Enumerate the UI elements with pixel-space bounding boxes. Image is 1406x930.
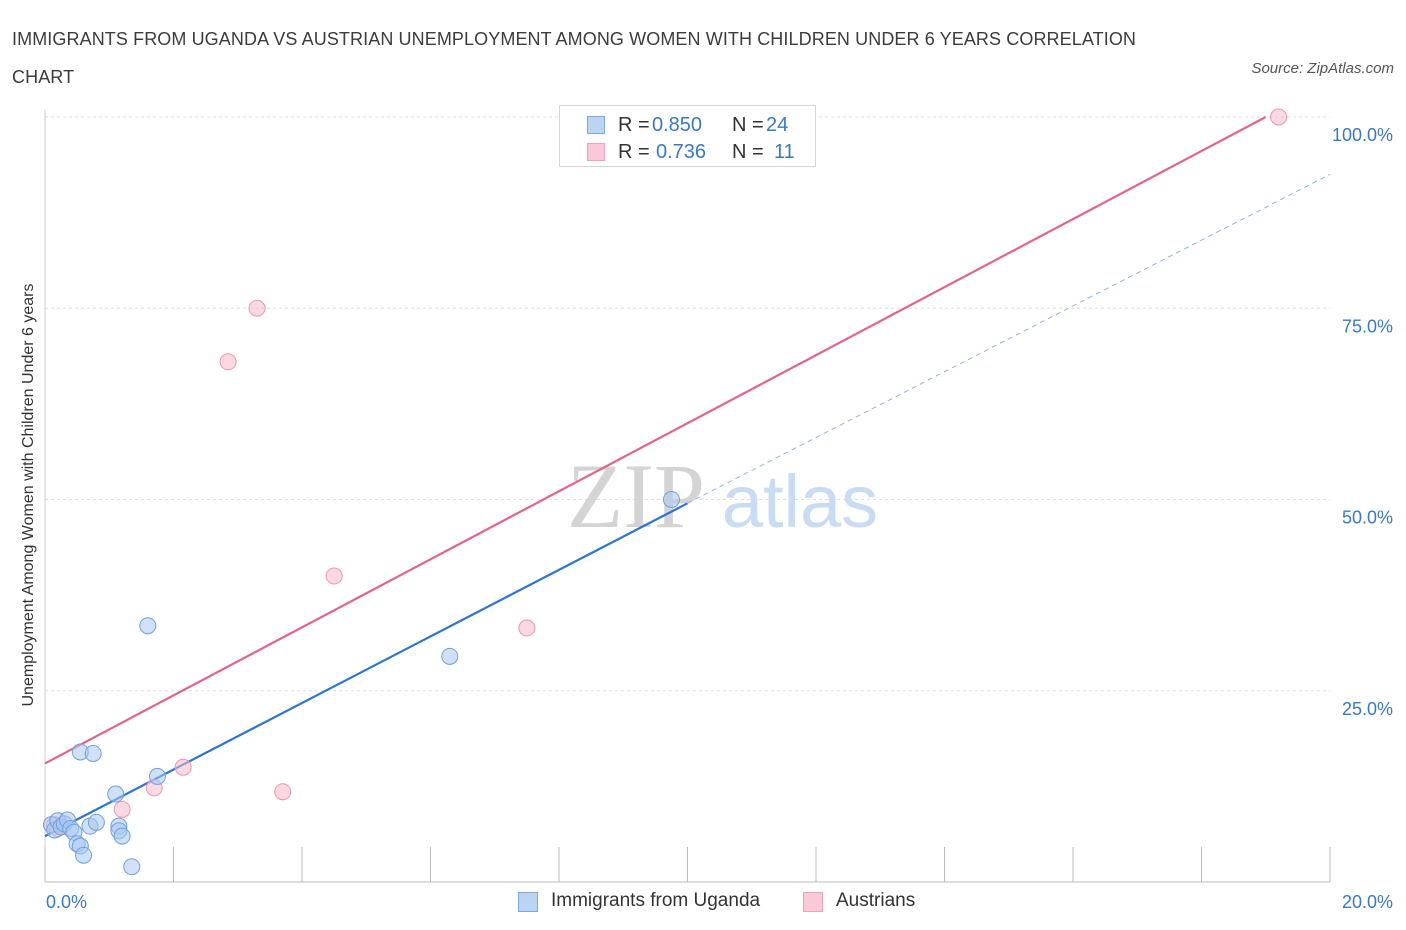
- data-point-austrians: [174, 758, 192, 776]
- trend-line-austrians: [44, 116, 1267, 765]
- legend-swatch-blue: [587, 116, 605, 134]
- data-point-uganda: [441, 647, 459, 665]
- data-points: [42, 108, 1288, 876]
- data-point-uganda: [113, 827, 131, 845]
- data-point-uganda: [148, 767, 166, 785]
- legend-r-label: R =: [618, 141, 650, 163]
- source-note: Source: ZipAtlas.com: [1251, 60, 1394, 77]
- x-tick-label: 20.0%: [1342, 892, 1393, 912]
- legend-r-value: 0.736: [656, 141, 707, 163]
- legend-n-label: N =: [732, 141, 764, 163]
- data-point-uganda: [123, 858, 141, 876]
- correlation-legend: R = 0.850 N = 24 R = 0.736 N = 11: [559, 105, 816, 167]
- watermark-zip: ZIP: [567, 445, 705, 547]
- legend-swatch-pink: [587, 143, 605, 161]
- trend-line-uganda: [44, 502, 689, 838]
- legend-n-value: 11: [774, 141, 795, 163]
- legend-n-label: N =: [732, 114, 764, 136]
- chart-title: IMMIGRANTS FROM UGANDA VS AUSTRIAN UNEMP…: [12, 29, 1137, 87]
- axes: [44, 109, 1331, 883]
- watermark-atlas: atlas: [722, 460, 878, 543]
- trend-line-uganda-extension: [687, 173, 1331, 504]
- data-point-austrians: [248, 299, 266, 317]
- x-tick-label: 0.0%: [46, 892, 87, 912]
- gridlines: [45, 116, 1330, 692]
- bottom-legend-label-uganda: Immigrants from Uganda: [551, 890, 761, 911]
- legend-r-label: R =: [618, 114, 650, 136]
- data-point-austrians: [325, 567, 343, 585]
- bottom-legend-label-austrians: Austrians: [836, 890, 916, 911]
- data-point-uganda: [662, 491, 680, 508]
- data-point-uganda: [107, 785, 125, 803]
- data-point-uganda: [139, 617, 157, 635]
- data-point-austrians: [274, 783, 292, 801]
- y-tick-label: 100.0%: [1332, 125, 1393, 145]
- data-point-uganda: [84, 744, 102, 762]
- legend-n-value: 24: [766, 114, 789, 136]
- data-point-austrians: [1270, 108, 1288, 126]
- bottom-legend-swatch-pink: [803, 892, 823, 912]
- legend-r-value: 0.850: [652, 114, 703, 136]
- y-tick-label: 75.0%: [1342, 316, 1393, 336]
- y-tick-label: 25.0%: [1342, 699, 1393, 719]
- data-point-austrians: [219, 353, 237, 371]
- tick-labels: 25.0% 50.0% 75.0% 100.0% 0.0% 20.0%: [46, 125, 1393, 912]
- data-point-austrians: [113, 800, 131, 818]
- data-point-austrians: [518, 619, 536, 637]
- data-point-uganda: [87, 813, 105, 831]
- y-tick-label: 50.0%: [1342, 508, 1393, 528]
- data-point-uganda: [75, 846, 93, 864]
- watermark: ZIP atlas: [567, 445, 878, 547]
- bottom-legend-swatch-blue: [518, 892, 538, 912]
